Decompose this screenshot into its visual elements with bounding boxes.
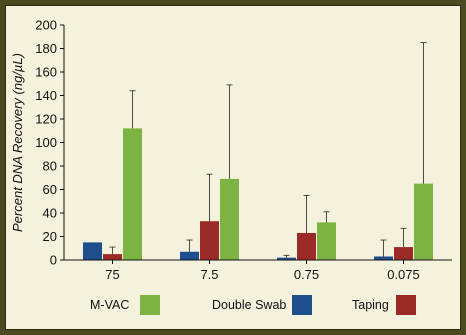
y-tick-label: 160 — [35, 65, 57, 80]
x-tick-label: 75 — [105, 267, 119, 282]
bar — [83, 242, 102, 260]
legend-label: Taping — [352, 298, 389, 312]
x-tick-label: 0.75 — [294, 267, 319, 282]
y-tick-label: 180 — [35, 41, 57, 56]
y-tick-label: 0 — [50, 253, 57, 268]
legend-label: M-VAC — [90, 298, 129, 312]
y-tick-label: 60 — [43, 182, 57, 197]
bar — [220, 178, 239, 260]
legend-swatch — [140, 295, 160, 315]
y-tick-label: 140 — [35, 88, 57, 103]
y-tick-label: 120 — [35, 112, 57, 127]
y-tick-label: 200 — [35, 18, 57, 33]
bar — [123, 128, 142, 260]
y-axis-ticks: 0 20 40 60 80 100 120 140 160 180 200 — [35, 18, 64, 268]
x-axis-ticks: 75 7.5 0.75 0.075 — [105, 260, 420, 282]
legend-swatch — [292, 295, 312, 315]
bar — [180, 251, 199, 260]
y-tick-label: 20 — [43, 229, 57, 244]
legend-swatch — [396, 295, 416, 315]
bar — [103, 254, 122, 260]
y-axis-title: Percent DNA Recovery (ng/µL) — [10, 53, 25, 232]
y-tick-label: 100 — [35, 135, 57, 150]
legend-label: Double Swab — [212, 298, 286, 312]
x-tick-label: 0.075 — [387, 267, 420, 282]
bar — [394, 247, 413, 260]
legend: M-VAC Double Swab Taping — [90, 295, 416, 315]
chart-panel — [5, 5, 461, 330]
bar — [200, 221, 219, 260]
x-tick-label: 7.5 — [200, 267, 218, 282]
bar-groups — [83, 128, 433, 260]
y-tick-label: 40 — [43, 206, 57, 221]
bar — [414, 183, 433, 260]
error-bars — [109, 42, 427, 258]
bar — [277, 257, 296, 260]
bar — [374, 256, 393, 260]
bar — [297, 232, 316, 260]
y-tick-label: 80 — [43, 159, 57, 174]
bar — [317, 222, 336, 260]
